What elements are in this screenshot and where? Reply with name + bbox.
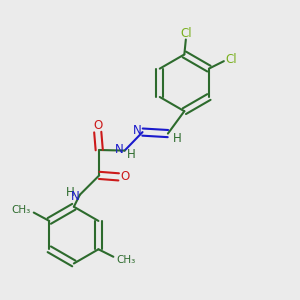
Text: O: O [121, 170, 130, 183]
Text: H: H [172, 132, 181, 145]
Text: O: O [93, 119, 102, 132]
Text: CH₃: CH₃ [11, 205, 31, 214]
Text: N: N [71, 190, 80, 203]
Text: N: N [115, 143, 124, 156]
Text: N: N [133, 124, 142, 137]
Text: H: H [66, 186, 75, 199]
Text: Cl: Cl [180, 27, 192, 40]
Text: H: H [127, 148, 136, 161]
Text: Cl: Cl [226, 53, 237, 66]
Text: CH₃: CH₃ [116, 255, 136, 265]
